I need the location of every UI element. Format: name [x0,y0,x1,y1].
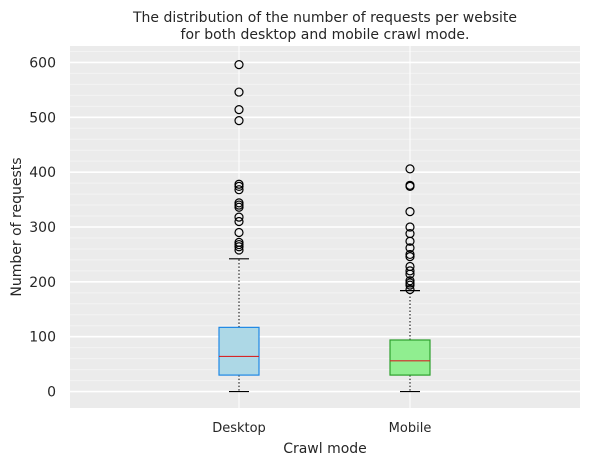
outlier-point [405,207,415,217]
y-tick-label: 300 [29,220,56,236]
grid-lines [70,46,580,408]
outlier-point [234,185,244,195]
y-tick-label: 600 [29,55,56,71]
y-tick-label: 500 [29,110,56,126]
x-tick-label: Desktop [212,421,266,436]
boxes [218,60,431,393]
outlier-point [405,243,415,253]
x-axis-label: Crawl mode [283,441,367,457]
x-tick-label: Mobile [389,421,432,436]
y-axis-label: Number of requests [9,157,25,296]
outlier-point [405,280,415,290]
box-mobile [389,164,431,393]
outlier-point [405,222,415,232]
outlier-point [405,252,415,262]
outlier-point [405,236,415,246]
outlier-point [405,284,415,295]
outlier-point [234,242,244,252]
outlier-point [234,87,244,97]
outlier-point [234,60,244,70]
outlier-point [234,227,244,238]
box-desktop [218,60,260,393]
outlier-point [405,269,415,279]
outlier-point [234,105,244,115]
outlier-point [234,181,244,192]
outlier-point [405,181,415,192]
outlier-point [234,115,244,126]
y-tick-label: 0 [47,385,56,401]
outlier-point [234,212,244,222]
iqr-box [389,339,431,376]
outlier-point [234,216,244,227]
y-tick-label: 100 [29,330,56,346]
outlier-point [405,164,415,174]
chart-title-line-1: The distribution of the number of reques… [132,10,517,26]
chart-title-line-2: for both desktop and mobile crawl mode. [181,27,470,43]
iqr-box [218,326,260,376]
y-tick-label: 400 [29,165,56,181]
tick-labels: 0 100 200 300 400 500 600 Desktop Mobile [29,55,431,436]
outlier-point [405,266,415,276]
outlier-point [234,202,244,212]
y-tick-label: 200 [29,275,56,291]
outlier-point [234,245,244,255]
